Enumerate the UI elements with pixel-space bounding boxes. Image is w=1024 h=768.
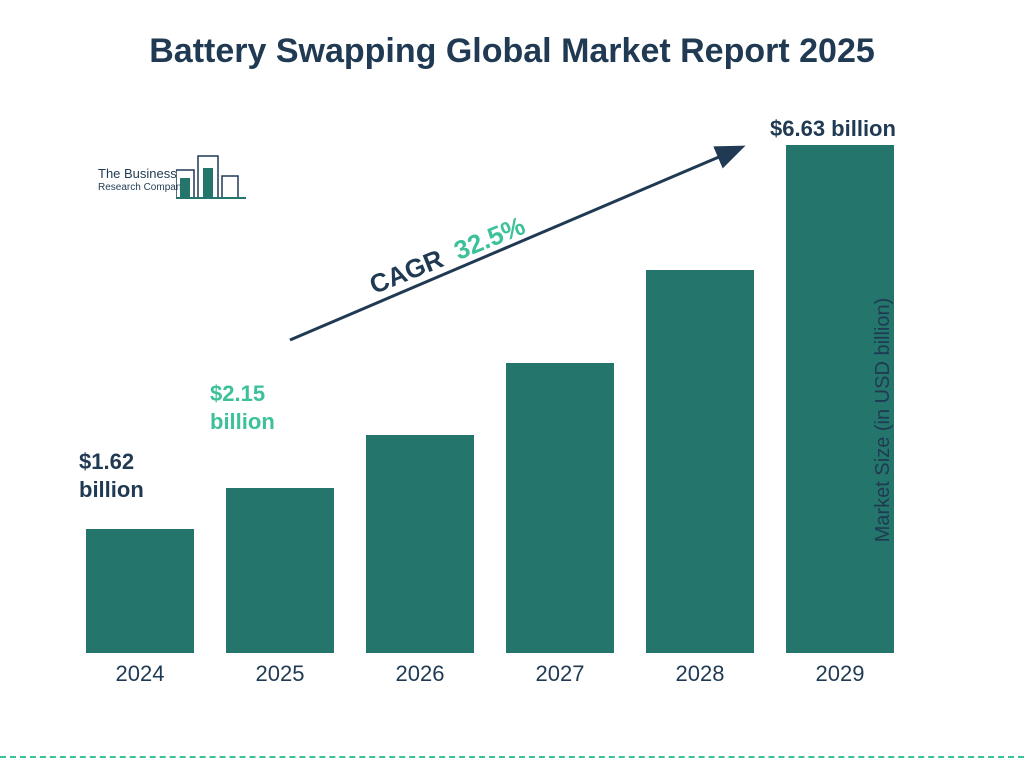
- bar-2026: 2026: [366, 435, 474, 653]
- label-2024-unit: billion: [79, 477, 144, 502]
- bottom-divider: [0, 756, 1024, 758]
- x-tick-2026: 2026: [396, 661, 445, 687]
- x-tick-2024: 2024: [116, 661, 165, 687]
- x-tick-2025: 2025: [256, 661, 305, 687]
- y-axis-label: Market Size (in USD billion): [872, 298, 895, 543]
- bar-rect-2026: [366, 435, 474, 653]
- data-label-2025: $2.15 billion: [210, 380, 275, 435]
- label-2024-value: $1.62: [79, 449, 134, 474]
- data-label-2024: $1.62 billion: [79, 448, 144, 503]
- bar-2028: 2028: [646, 270, 754, 653]
- label-2025-value: $2.15: [210, 381, 265, 406]
- bar-rect-2024: [86, 529, 194, 653]
- chart-title: Battery Swapping Global Market Report 20…: [0, 32, 1024, 71]
- bar-rect-2028: [646, 270, 754, 653]
- bar-2025: 2025: [226, 488, 334, 653]
- bar-rect-2027: [506, 363, 614, 653]
- bar-2027: 2027: [506, 363, 614, 653]
- x-tick-2027: 2027: [536, 661, 585, 687]
- data-label-2029: $6.63 billion: [770, 115, 896, 143]
- bar-2024: 2024: [86, 529, 194, 653]
- bar-rect-2025: [226, 488, 334, 653]
- label-2025-unit: billion: [210, 409, 275, 434]
- x-tick-2029: 2029: [816, 661, 865, 687]
- x-tick-2028: 2028: [676, 661, 725, 687]
